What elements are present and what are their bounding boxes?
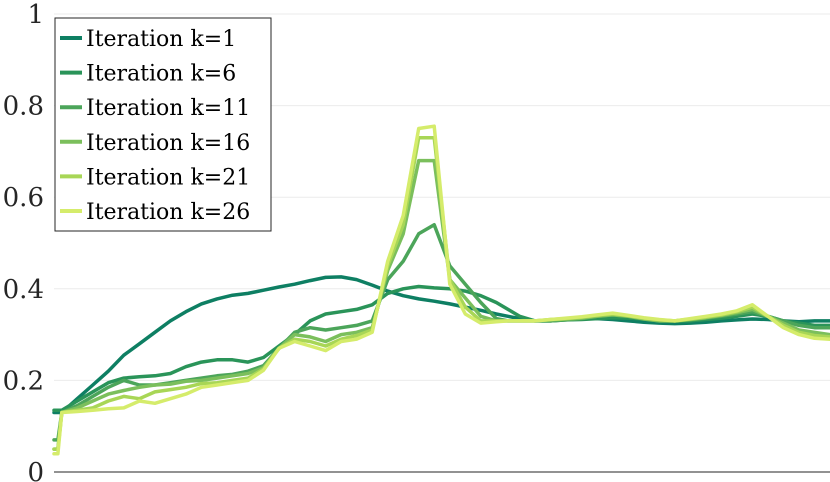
legend-label-2: Iteration k=11 bbox=[86, 96, 250, 121]
legend-label-4: Iteration k=21 bbox=[86, 165, 250, 190]
legend-label-1: Iteration k=6 bbox=[86, 62, 236, 87]
legend: Iteration k=1 Iteration k=6 Iteration k=11… bbox=[54, 17, 272, 232]
legend-box bbox=[54, 17, 272, 232]
legend-label-3: Iteration k=16 bbox=[86, 131, 250, 156]
legend-label-0: Iteration k=1 bbox=[86, 27, 236, 52]
y-tick-label: 1 bbox=[27, 0, 44, 30]
y-tick-labels: 0 0.2 0.4 0.6 0.8 1 bbox=[3, 0, 44, 482]
series-line-2 bbox=[52, 222, 830, 442]
y-tick-label: 0 bbox=[27, 458, 44, 482]
series-line-1 bbox=[52, 284, 830, 412]
series-line-0 bbox=[52, 275, 830, 415]
y-tick-label: 0.6 bbox=[3, 183, 44, 213]
y-tick-label: 0.8 bbox=[3, 92, 44, 122]
y-tick-label: 0.4 bbox=[3, 275, 44, 305]
series-lines bbox=[52, 124, 830, 456]
series-line-5 bbox=[52, 124, 830, 456]
legend-label-5: Iteration k=26 bbox=[86, 200, 250, 225]
y-tick-label: 0.2 bbox=[3, 366, 44, 396]
